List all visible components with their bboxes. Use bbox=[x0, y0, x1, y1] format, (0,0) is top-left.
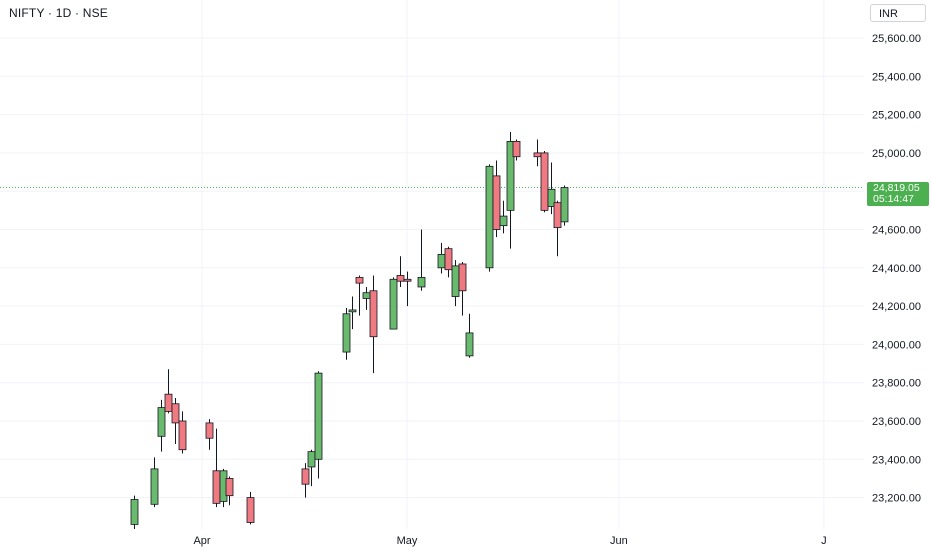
candle[interactable] bbox=[465, 313, 474, 358]
candle[interactable] bbox=[150, 457, 159, 508]
candle-body-down bbox=[458, 263, 467, 292]
candle-body-down bbox=[396, 275, 405, 282]
candle[interactable] bbox=[355, 275, 364, 316]
candle[interactable] bbox=[492, 160, 501, 238]
countdown-timer: 05:14:47 bbox=[873, 193, 914, 205]
candle-body-up bbox=[560, 187, 569, 223]
price-tick-label: 24,000.00 bbox=[872, 339, 921, 351]
candle[interactable] bbox=[157, 399, 166, 452]
candle[interactable] bbox=[178, 411, 187, 454]
candle-body-up bbox=[499, 215, 508, 227]
candle[interactable] bbox=[458, 262, 467, 316]
candle-body-down bbox=[212, 470, 221, 504]
time-tick-label: J bbox=[821, 535, 827, 547]
candle[interactable] bbox=[225, 476, 234, 506]
price-tick-label: 25,600.00 bbox=[872, 33, 921, 45]
candle-body-down bbox=[444, 248, 453, 271]
candle-body-down bbox=[492, 175, 501, 230]
candle-body-up bbox=[437, 253, 446, 269]
symbol-title: NIFTY · 1D · NSE bbox=[9, 6, 108, 20]
candle[interactable] bbox=[437, 242, 446, 274]
candle[interactable] bbox=[301, 463, 310, 498]
candlestick-chart[interactable] bbox=[0, 0, 864, 529]
candle[interactable] bbox=[485, 164, 494, 272]
candle[interactable] bbox=[560, 185, 569, 226]
candle-body-down bbox=[246, 497, 255, 523]
candle[interactable] bbox=[540, 150, 549, 213]
candle[interactable] bbox=[417, 229, 426, 291]
price-axis[interactable]: 25,600.00 25,400.00 25,200.00 25,000.00 24,8… bbox=[864, 0, 932, 529]
last-price-label: 24,819.05 05:14:47 bbox=[867, 182, 929, 206]
candle-body-up bbox=[389, 278, 398, 330]
candle[interactable] bbox=[246, 491, 255, 525]
candle[interactable] bbox=[547, 162, 556, 215]
currency-selector[interactable]: INR bbox=[870, 4, 926, 22]
candle-body-up bbox=[150, 468, 159, 505]
price-tick-label: 24,400.00 bbox=[872, 263, 921, 275]
candle-body-down bbox=[164, 393, 173, 412]
candle[interactable] bbox=[171, 398, 180, 444]
candle[interactable] bbox=[553, 200, 562, 257]
candle-body-up bbox=[314, 372, 323, 460]
last-price-value: 24,819.05 bbox=[873, 182, 920, 194]
candle-body-down bbox=[225, 478, 234, 497]
time-axis[interactable]: Apr May Jun J bbox=[0, 529, 932, 550]
candle-body-down bbox=[205, 422, 214, 439]
candle[interactable] bbox=[506, 131, 515, 249]
candle[interactable] bbox=[369, 275, 378, 374]
time-tick-label: Apr bbox=[193, 535, 210, 547]
candle-body-up bbox=[451, 265, 460, 297]
candle-body-down bbox=[369, 290, 378, 338]
candle-body-down bbox=[403, 278, 412, 282]
candle-body-up bbox=[362, 292, 371, 299]
candle[interactable] bbox=[396, 256, 405, 287]
candle[interactable] bbox=[314, 371, 323, 479]
candle[interactable] bbox=[533, 139, 542, 167]
candle[interactable] bbox=[212, 428, 221, 508]
price-tick-label: 23,400.00 bbox=[872, 454, 921, 466]
price-tick-label: 25,400.00 bbox=[872, 71, 921, 83]
price-tick-label: 23,200.00 bbox=[872, 493, 921, 505]
candle-body-down bbox=[533, 152, 542, 158]
price-tick-label: 24,200.00 bbox=[872, 301, 921, 313]
candle-body-down bbox=[540, 152, 549, 211]
candle[interactable] bbox=[348, 296, 357, 330]
candle[interactable] bbox=[451, 260, 460, 307]
price-tick-label: 25,200.00 bbox=[872, 110, 921, 122]
price-tick-label: 25,000.00 bbox=[872, 148, 921, 160]
candle[interactable] bbox=[403, 271, 412, 307]
candle-body-down bbox=[553, 202, 562, 228]
candle[interactable] bbox=[130, 495, 139, 529]
candle-body-up bbox=[307, 451, 316, 468]
candle[interactable] bbox=[205, 419, 214, 450]
candle[interactable] bbox=[512, 139, 521, 161]
candle-body-up bbox=[417, 276, 426, 288]
price-tick-label: 24,600.00 bbox=[872, 225, 921, 237]
candle-body-up bbox=[506, 141, 515, 211]
candle[interactable] bbox=[389, 277, 398, 330]
candle[interactable] bbox=[444, 246, 453, 278]
candle-body-down bbox=[178, 420, 187, 451]
candle[interactable] bbox=[342, 308, 351, 360]
candle-body-down bbox=[301, 468, 310, 485]
candle-body-up bbox=[348, 309, 357, 313]
candle-body-down bbox=[355, 276, 364, 284]
candle-body-up bbox=[485, 165, 494, 269]
time-tick-label: Jun bbox=[610, 535, 628, 547]
candle-body-down bbox=[171, 403, 180, 424]
candle-body-up bbox=[157, 407, 166, 437]
candle[interactable] bbox=[164, 369, 173, 414]
time-tick-label: May bbox=[397, 535, 418, 547]
price-tick-label: 23,600.00 bbox=[872, 416, 921, 428]
candle[interactable] bbox=[499, 200, 508, 234]
candle-body-up bbox=[342, 313, 351, 353]
candle-body-up bbox=[547, 188, 556, 207]
price-tick-label: 23,800.00 bbox=[872, 378, 921, 390]
candle-body-up bbox=[130, 499, 139, 525]
candle-body-down bbox=[512, 141, 521, 158]
candle-body-up bbox=[465, 332, 474, 357]
